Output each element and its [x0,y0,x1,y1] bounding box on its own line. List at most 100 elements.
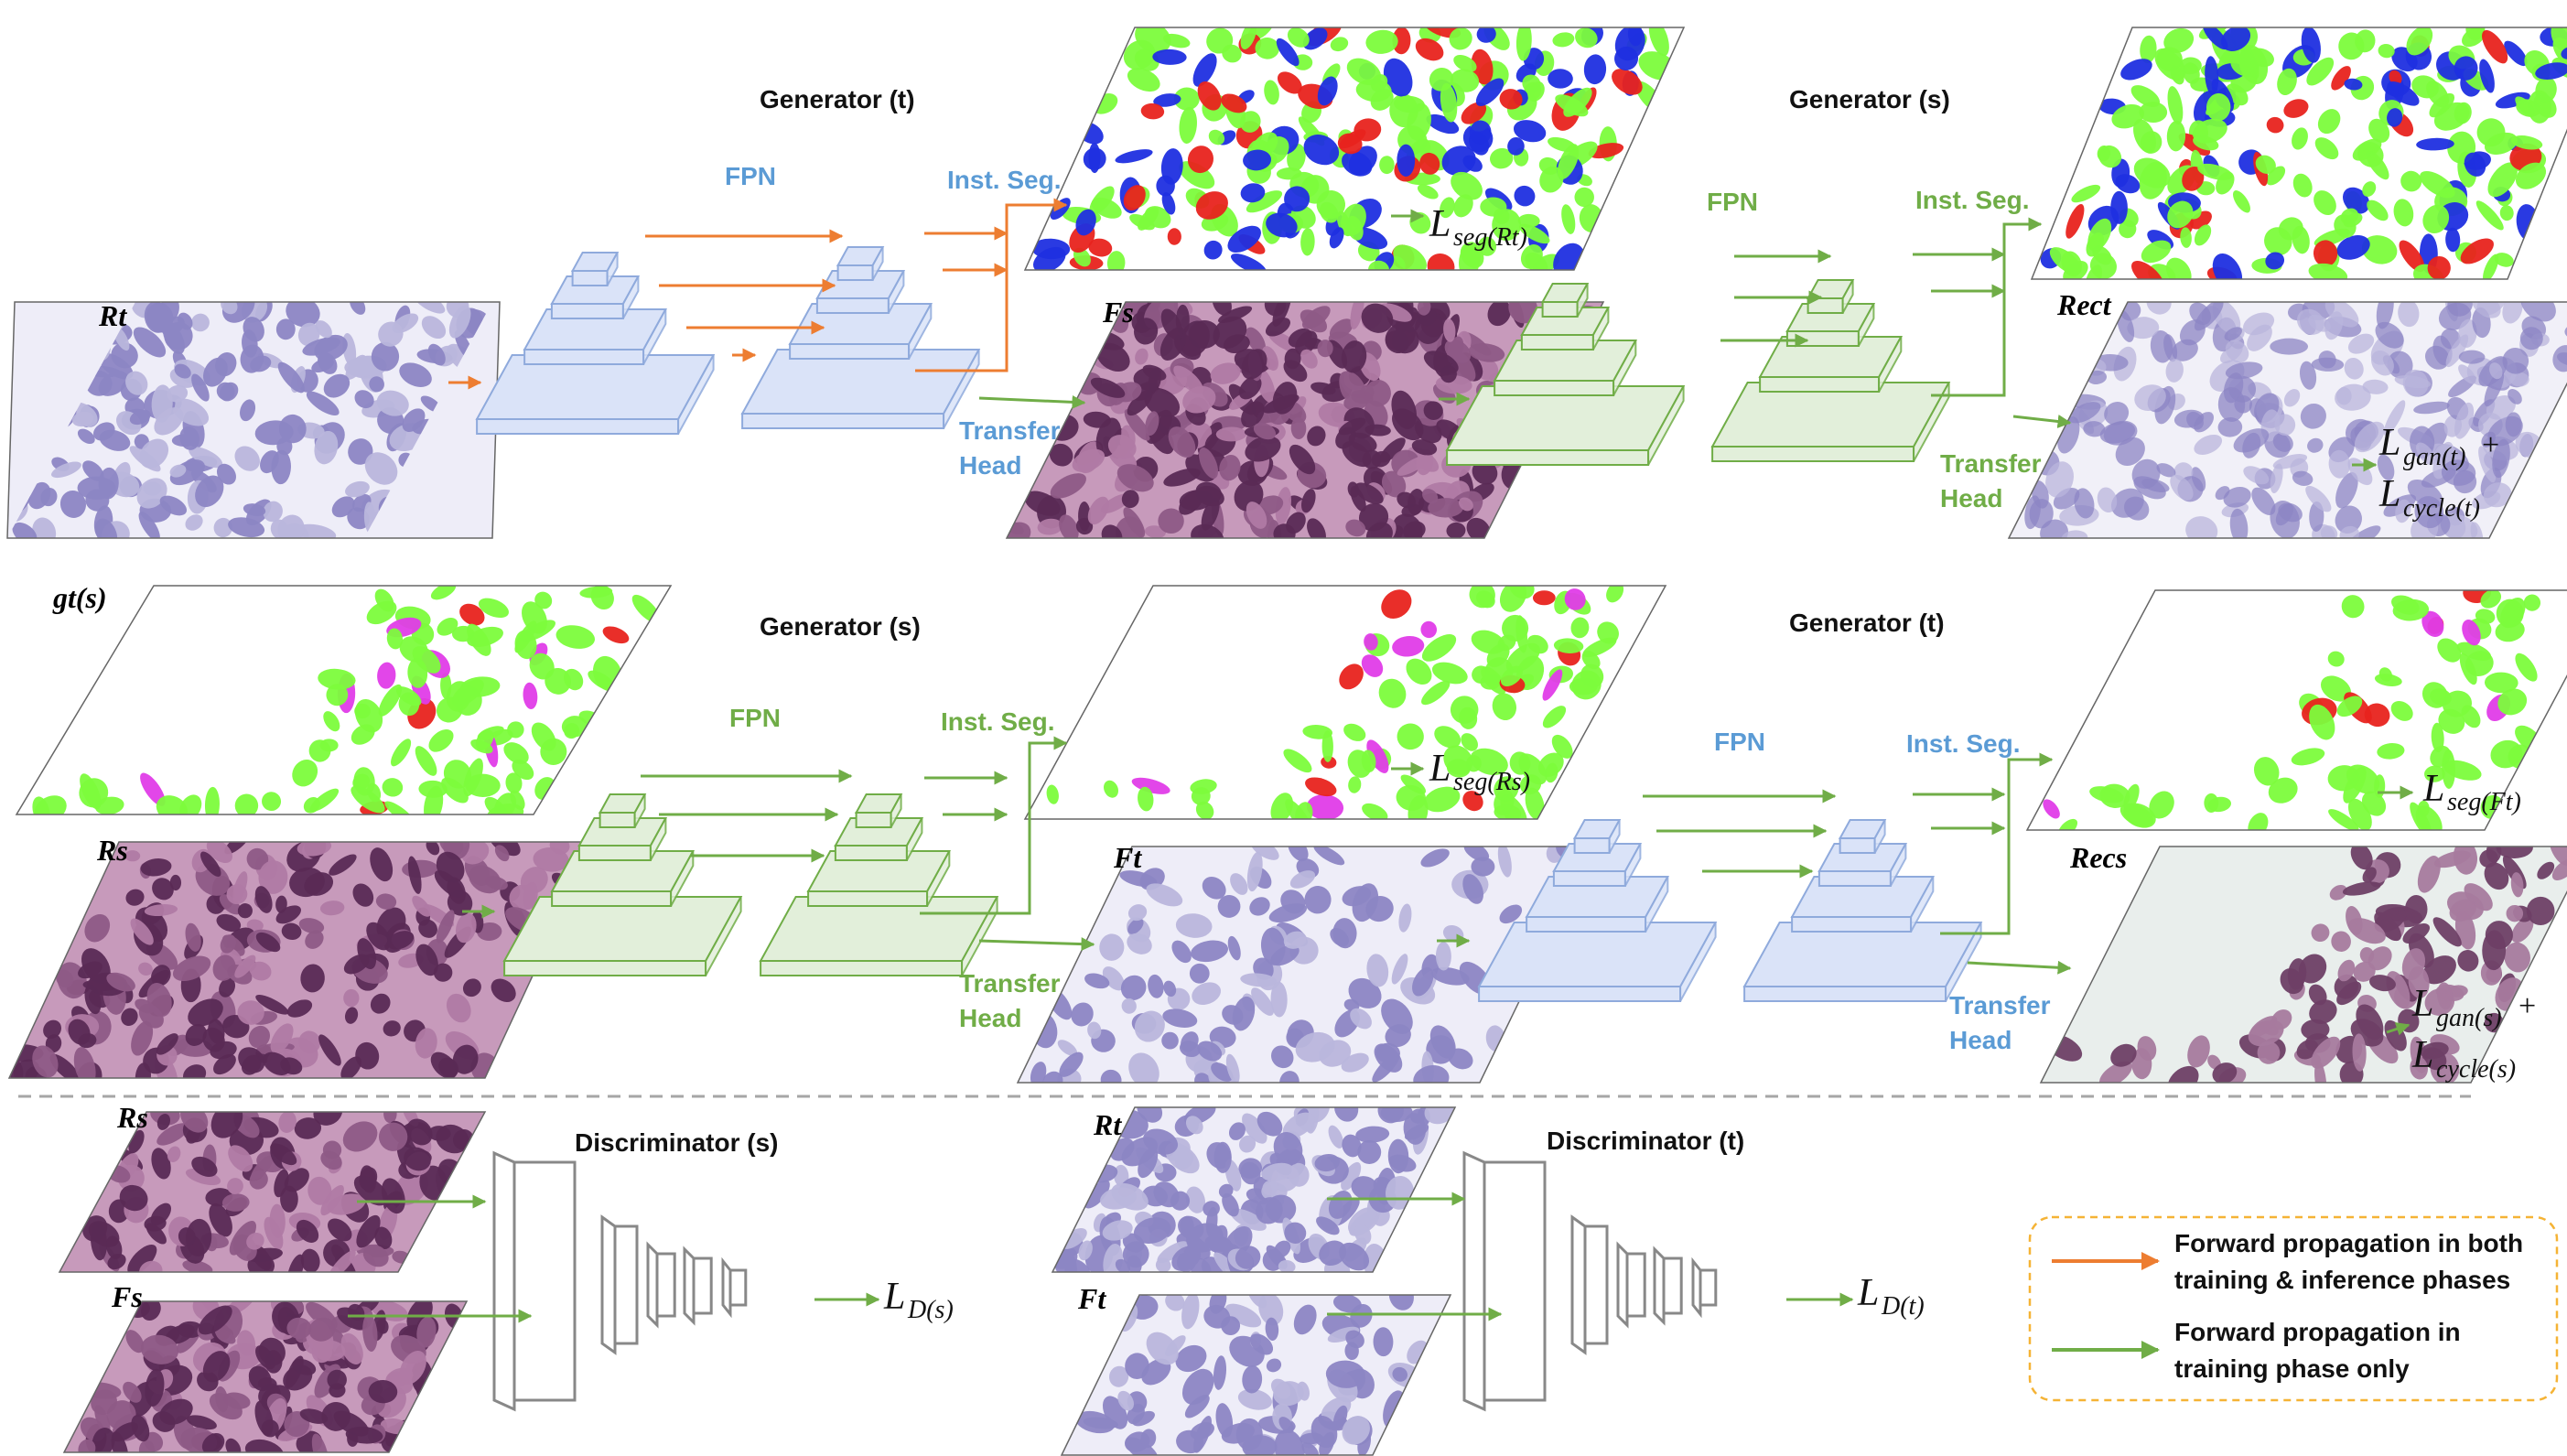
svg-text:seg(Rs): seg(Rs) [1453,768,1530,796]
nucleus [139,438,169,469]
conv-layer-3 [1662,1256,1683,1315]
fpn-t-decoder-level-0 [740,349,981,429]
nucleus [93,422,115,441]
slab-side [890,793,902,828]
nucleus [77,428,95,445]
nucleus [1241,349,1267,380]
nucleus [1242,1113,1267,1144]
nucleus [127,1244,157,1272]
nucleus [213,1053,236,1075]
nucleus [2551,27,2567,53]
nucleus [368,1379,398,1404]
nucleus [2453,847,2478,875]
nucleus [415,746,437,776]
nucleus [1230,873,1248,895]
nucleus [298,918,325,934]
nucleus [250,355,272,372]
nucleus [209,1203,232,1237]
nucleus [138,512,160,538]
nucleus [1381,589,1412,620]
nucleus [172,955,211,982]
nucleus [1553,638,1584,653]
nucleus [185,922,201,952]
nucleus [2255,155,2276,174]
nucleus [1417,302,1431,316]
nucleus [416,1316,437,1348]
label-ft: Ft [1113,841,1142,874]
nucleus [1385,1024,1411,1048]
slab-front [834,845,908,861]
nucleus [2431,722,2444,753]
nucleus [2475,200,2504,231]
nucleus [467,623,491,656]
nucleus [1175,1344,1207,1373]
nucleus [2484,672,2518,694]
nucleus [1237,1388,1272,1410]
nucleus [309,788,340,812]
nucleus [1355,79,1392,102]
nucleus [2492,438,2510,479]
nucleus [2167,1065,2199,1083]
slab-side [1612,340,1637,396]
slab-front [1478,986,1682,1002]
nucleus [1193,1415,1212,1453]
nucleus [1072,448,1106,472]
nucleus [2387,108,2403,127]
nucleus [255,995,289,1015]
nucleus [140,858,172,877]
slab-side [961,896,998,976]
nucleus [362,1314,378,1352]
nucleus [1522,74,1541,93]
nucleus [2165,257,2192,279]
nucleus [1341,340,1367,373]
svg-text:L: L [2411,1034,2433,1076]
nucleus [399,1351,426,1385]
nucleus [130,918,154,945]
nucleus [1270,981,1288,1018]
nucleus [1199,447,1219,480]
nucleus [2166,120,2186,152]
nucleus [95,518,118,538]
nucleus [329,854,357,876]
nucleus [2189,302,2211,326]
nucleus [370,847,394,882]
nucleus [2234,394,2252,414]
nucleus [2314,190,2336,216]
nucleus [2097,487,2118,512]
nucleus [2320,675,2352,702]
nucleus [151,1148,171,1180]
nucleus [491,978,516,1003]
nucleus [1321,730,1333,762]
conv-side [1462,1150,1486,1412]
nucleus [2240,43,2260,80]
nucleus [1075,1410,1115,1434]
nucleus [2505,412,2522,437]
disc-t-title: Discriminator (t) [1547,1127,1744,1155]
slab-front [855,812,892,828]
fpn-s-encoder-level-0 [1445,385,1686,466]
nucleus [2499,598,2526,629]
nucleus [1101,524,1123,538]
nucleus [1184,1394,1210,1418]
nucleus [297,322,320,347]
discriminator-t [1462,1150,1718,1412]
nucleus [2377,742,2405,760]
nucleus [77,476,116,500]
nucleus [1208,129,1225,146]
nucleus [1260,927,1286,965]
gen-s-title: Generator (s) [1789,85,1950,113]
nucleus [2377,454,2395,481]
nucleus [1140,1429,1157,1449]
nucleus [140,1334,179,1364]
nucleus [1449,27,1472,50]
nucleus [281,922,302,941]
nucleus [1397,491,1416,509]
nucleus [1440,82,1458,123]
nucleus [263,501,283,523]
nucleus [1240,1161,1261,1185]
nucleus [1451,171,1483,200]
network-blocks [475,246,1983,1412]
nucleus [2470,522,2484,538]
nucleus [1392,1366,1408,1382]
legend: Forward propagation in both training & i… [2028,1215,2559,1402]
